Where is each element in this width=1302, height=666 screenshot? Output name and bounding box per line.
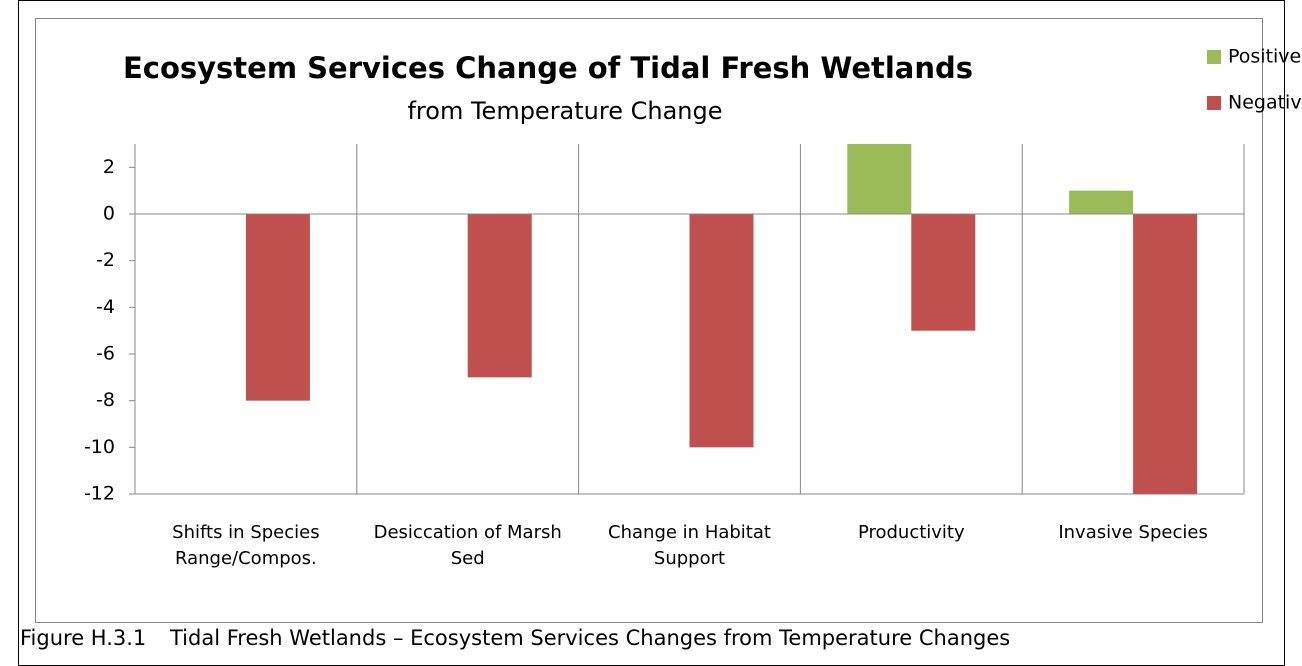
chart-frame — [35, 18, 1263, 623]
bar — [245, 214, 310, 401]
x-tick-label: Change in Habitat Support — [608, 522, 771, 569]
y-tick-label: -4 — [96, 296, 115, 318]
bar — [911, 214, 976, 331]
y-tick-label: -10 — [84, 436, 115, 458]
legend-label: Positive Change — [1228, 46, 1302, 68]
y-tick-label: -12 — [84, 483, 115, 505]
x-tick-label: Productivity — [857, 522, 965, 543]
y-tick-label: -2 — [96, 249, 115, 271]
bar — [847, 144, 912, 214]
y-tick-label: -8 — [96, 389, 115, 411]
bar — [1069, 190, 1134, 214]
legend-label: Negative Change — [1228, 92, 1302, 114]
legend-swatch — [1207, 96, 1221, 110]
x-tick-label: Desiccation of Marsh Sed — [373, 522, 562, 569]
y-tick-label: 2 — [103, 156, 115, 178]
legend-swatch — [1207, 50, 1221, 64]
y-tick-label: 0 — [103, 203, 115, 225]
bar — [689, 214, 754, 448]
bar — [1133, 214, 1198, 494]
bar — [467, 214, 532, 378]
x-tick-label: Shifts in Species Range/Compos. — [172, 522, 320, 569]
caption-label: Figure H.3.1 — [20, 626, 147, 650]
chart-subtitle: from Temperature Change — [407, 97, 722, 125]
caption-text: Tidal Fresh Wetlands – Ecosystem Service… — [170, 626, 1011, 650]
chart-title: Ecosystem Services Change of Tidal Fresh… — [123, 51, 973, 85]
x-tick-label: Invasive Species — [1058, 522, 1208, 543]
y-tick-label: -6 — [96, 343, 115, 365]
